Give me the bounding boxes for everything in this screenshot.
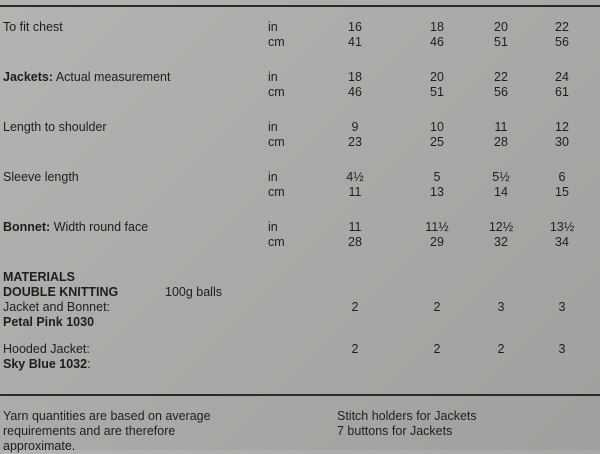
ball-count: 2 (433, 300, 441, 314)
materials-heading: MATERIALS (3, 270, 75, 284)
row-label-text: Width round face (50, 220, 149, 234)
value-cm: 29 (430, 235, 444, 249)
colour-suffix: : (87, 357, 91, 371)
value-in: 11½ (425, 220, 449, 234)
value-cm: 23 (348, 135, 362, 149)
value-cm: 51 (430, 85, 444, 99)
unit-in: in (268, 220, 278, 234)
value-in: 12½ (488, 220, 514, 234)
yarn-type: DOUBLE KNITTING (3, 285, 119, 299)
value-in: 5½ (492, 170, 510, 184)
material-colour: Sky Blue 1032: (3, 357, 91, 372)
row-label-text: To fit chest (3, 20, 63, 34)
value-cm: 46 (430, 35, 444, 49)
value-cm: 32 (494, 235, 508, 249)
value-in: 6 (558, 170, 566, 184)
row-label-bold: Jackets: (3, 70, 54, 84)
unit-cm: cm (268, 85, 285, 99)
ball-count: 2 (497, 342, 505, 356)
value-in: 24 (555, 70, 569, 84)
value-cm: 11 (348, 185, 362, 199)
row-label-bold: Bonnet: (3, 220, 51, 234)
material-label: Jacket and Bonnet: (3, 300, 111, 314)
value-cm: 14 (494, 185, 508, 199)
row-label: Sleeve length (3, 170, 79, 185)
top-rule (0, 5, 600, 7)
value-in: 13½ (549, 220, 575, 234)
ball-weight: 100g balls (165, 285, 222, 299)
footer-note-line: approximate. (3, 439, 76, 453)
unit-cm: cm (268, 235, 285, 249)
material-colour: Petal Pink 1030 (3, 315, 94, 330)
value-cm: 56 (494, 85, 508, 99)
row-label: Jackets: Actual measurement (3, 70, 170, 85)
row-label: Length to shoulder (3, 120, 107, 135)
row-label: Bonnet: Width round face (3, 220, 148, 235)
unit-in: in (268, 20, 278, 34)
value-cm: 30 (555, 135, 569, 149)
value-in: 16 (348, 20, 362, 34)
notions-list: Stitch holders for Jackets 7 buttons for… (337, 409, 477, 439)
material-label: Hooded Jacket: (3, 342, 90, 356)
value-cm: 51 (494, 35, 508, 49)
footer-note-line: Yarn quantities are based on average (3, 409, 211, 423)
ball-count: 3 (497, 300, 505, 314)
unit-in: in (268, 170, 278, 184)
value-cm: 15 (555, 185, 569, 199)
value-cm: 25 (430, 135, 444, 149)
row-label-text: Actual measurement (53, 70, 171, 84)
footer-note-line: requirements and are therefore (3, 424, 176, 438)
row-label-text: Sleeve length (3, 170, 79, 184)
value-cm: 61 (555, 85, 569, 99)
value-cm: 46 (348, 85, 362, 99)
ball-count: 3 (558, 342, 566, 356)
ball-count: 3 (558, 300, 566, 314)
colour-name: Petal Pink 1030 (3, 315, 95, 329)
value-in: 18 (348, 70, 362, 84)
value-in: 12 (555, 120, 569, 134)
unit-in: in (268, 70, 278, 84)
row-label-text: Length to shoulder (3, 120, 107, 134)
value-cm: 34 (555, 235, 569, 249)
value-in: 5 (433, 170, 441, 184)
ball-count: 2 (351, 300, 359, 314)
value-in: 20 (430, 70, 444, 84)
notion-item: 7 buttons for Jackets (337, 424, 453, 438)
unit-cm: cm (268, 35, 285, 49)
colour-name: Sky Blue 1032 (3, 357, 88, 371)
value-cm: 13 (430, 185, 444, 199)
value-in: 9 (351, 120, 359, 134)
value-in: 18 (430, 20, 444, 34)
divider-rule (0, 394, 600, 396)
value-in: 22 (555, 20, 569, 34)
unit-cm: cm (268, 135, 285, 149)
value-in: 11 (494, 120, 508, 134)
footer-note: Yarn quantities are based on average req… (3, 409, 211, 454)
value-in: 10 (430, 120, 444, 134)
ball-count: 2 (351, 342, 359, 356)
value-cm: 56 (555, 35, 569, 49)
value-in: 20 (494, 20, 508, 34)
value-cm: 41 (348, 35, 362, 49)
row-label: To fit chest (3, 20, 63, 35)
ball-count: 2 (433, 342, 441, 356)
value-in: 22 (494, 70, 508, 84)
value-cm: 28 (494, 135, 508, 149)
unit-in: in (268, 120, 278, 134)
unit-cm: cm (268, 185, 285, 199)
value-in: 11 (348, 220, 362, 234)
notion-item: Stitch holders for Jackets (337, 409, 477, 423)
value-in: 4½ (346, 170, 364, 184)
value-cm: 28 (348, 235, 362, 249)
